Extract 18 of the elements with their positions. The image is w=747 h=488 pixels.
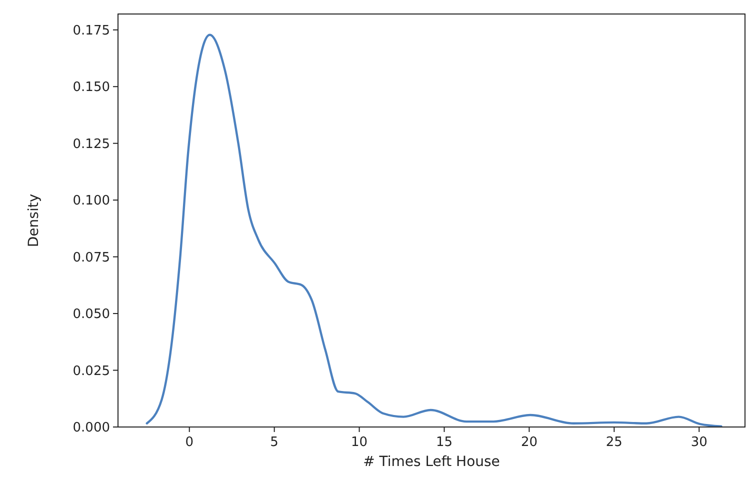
y-tick-label: 0.000 [72, 420, 110, 436]
x-tick-label: 0 [185, 435, 194, 450]
y-tick-label: 0.050 [72, 307, 110, 322]
line-series [146, 34, 722, 428]
x-axis-title: # Times Left House [363, 454, 500, 470]
y-tick-label: 0.100 [72, 194, 110, 209]
x-tick-label: 10 [351, 435, 368, 450]
x-tick-label: 25 [606, 435, 622, 450]
y-tick-label: 0.025 [72, 364, 110, 379]
x-tick-label: 5 [270, 435, 278, 450]
x-tick-label: 30 [690, 435, 708, 450]
y-axis-title: Density [26, 194, 42, 248]
y-tick-label: 0.125 [72, 136, 110, 152]
y-tick-label: 0.175 [72, 23, 110, 38]
y-tick-label: 0.150 [72, 80, 110, 96]
x-tick-label: 15 [436, 435, 453, 450]
y-tick-label: 0.075 [72, 250, 110, 266]
x-tick-label: 20 [520, 435, 538, 450]
